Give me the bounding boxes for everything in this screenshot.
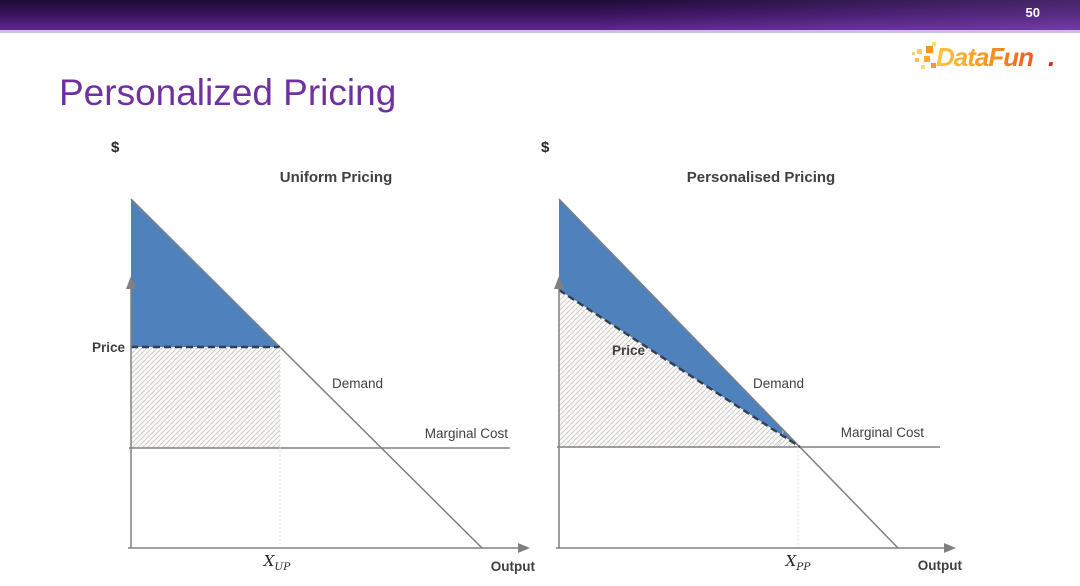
header-bar: 50 [0,0,1080,33]
price-label: Price [612,343,646,358]
marginal-cost-label: Marginal Cost [425,426,509,441]
logo-sparkle-icon [917,49,922,54]
output-axis-label: Output [491,559,536,574]
logo-sparkle-icon [932,42,936,46]
logo-sparkle-icon [924,56,930,62]
logo-sparkle-icon [921,65,925,69]
logo-dot: . [1048,42,1056,72]
diagram-title: Personalised Pricing [687,169,835,186]
slide-title: Personalized Pricing [59,72,397,113]
page-number: 50 [1025,5,1040,20]
currency-axis-label: $ [111,139,120,156]
marginal-cost-label: Marginal Cost [841,425,925,440]
demand-line [130,198,483,549]
logo-text: DataFun [936,42,1034,72]
logo-sparkle-icon [926,46,933,53]
y-axis-arrow-icon [554,276,564,289]
logo-sparkle-icon [915,58,919,62]
demand-label: Demand [753,376,804,391]
diagram-title: Uniform Pricing [280,169,393,186]
personalised-price-dashed-line [558,288,801,449]
output-axis-label: Output [918,558,963,573]
demand-line [558,198,899,549]
y-axis-arrow-icon [126,276,136,289]
quantity-label: XPP [785,552,812,573]
personalised-pricing-diagram: $ Personalised Pricing Price Demand Marg… [541,139,963,573]
logo-sparkle-icon [931,63,936,68]
quantity-label: XUP [263,552,292,573]
x-axis-arrow-icon [944,543,956,553]
demand-label: Demand [332,376,383,391]
x-axis-arrow-icon [518,543,530,553]
uniform-pricing-diagram: $ Uniform Pricing Price Demand Marginal … [92,139,536,574]
currency-axis-label: $ [541,139,550,156]
producer-surplus-hatched-area [131,347,280,448]
logo-sparkle-icon [912,52,915,55]
price-label: Price [92,340,126,355]
datafun-logo: DataFun . [912,42,1072,78]
